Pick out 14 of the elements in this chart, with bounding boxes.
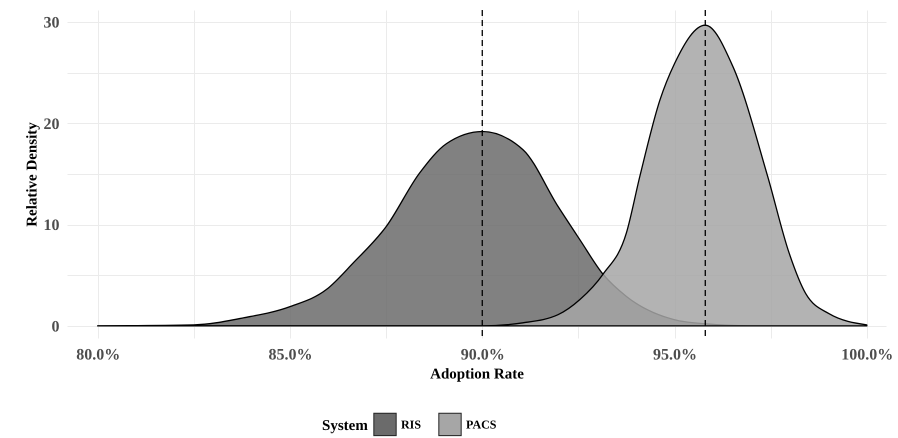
- legend-label: RIS: [401, 417, 422, 432]
- y-tick-label: 0: [52, 318, 60, 336]
- x-tick-label: 85.0%: [268, 346, 313, 364]
- legend-label: PACS: [466, 417, 497, 432]
- x-tick-label: 95.0%: [653, 346, 698, 364]
- x-tick-label: 80.0%: [76, 346, 120, 364]
- y-tick-label: 20: [44, 116, 60, 133]
- x-tick-label: 100.0%: [841, 346, 894, 364]
- y-tick-label: 10: [44, 217, 60, 234]
- y-tick-label: 30: [44, 14, 60, 32]
- x-axis-title: Adoption Rate: [430, 366, 524, 382]
- x-tick-label: 90.0%: [460, 346, 505, 364]
- y-axis-title: Relative Density: [24, 122, 40, 227]
- legend-title: System: [322, 418, 368, 434]
